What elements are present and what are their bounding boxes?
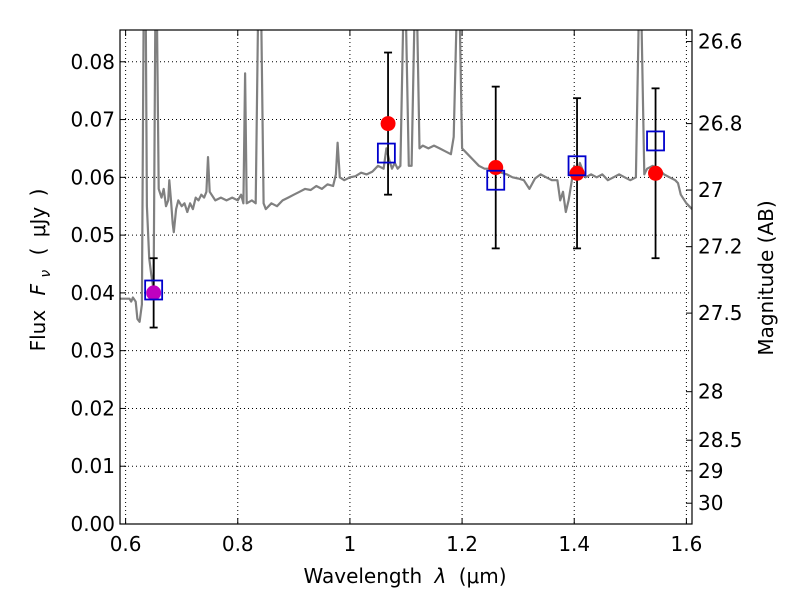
y-tick-label: 0.06	[70, 165, 115, 189]
y-tick-label: 0.03	[70, 339, 115, 363]
tick-labels: 0.6 0.8 1 1.2 1.4 1.6 0.00 0.01 0.02 0.03 0.04 0.05…	[70, 30, 742, 556]
x-tick-label: 1.2	[446, 532, 478, 556]
y-tick-label: 0.01	[70, 454, 115, 478]
y2-tick-label: 30	[698, 491, 723, 515]
y2-tick-label: 29	[698, 459, 723, 483]
y2-axis-label: Magnitude (AB)	[754, 200, 778, 355]
y-tick-label: 0.02	[70, 396, 115, 420]
y-tick-label: 0.07	[70, 108, 115, 132]
data-points	[144, 51, 665, 329]
observed-point	[648, 165, 664, 181]
model-square	[567, 155, 587, 177]
y2-tick-label: 27	[698, 178, 723, 202]
axis-ticks	[120, 30, 692, 525]
y2-tick-label: 28	[698, 380, 723, 404]
x-tick-label: 1.6	[670, 532, 702, 556]
observed-point	[488, 160, 504, 176]
y-axis-label: Flux F ν ( μJy )	[26, 189, 55, 352]
x-tick-label: 1	[344, 532, 357, 556]
x-tick-label: 0.8	[222, 532, 254, 556]
y2-tick-label: 26.8	[698, 112, 743, 136]
model-square	[486, 169, 506, 191]
x-tick-label: 0.6	[110, 532, 142, 556]
y-tick-label: 0.05	[70, 223, 115, 247]
y-tick-label: 0.04	[70, 281, 115, 305]
y2-tick-label: 27.2	[698, 235, 743, 259]
plot-frame	[119, 29, 693, 525]
x-axis-label: Wavelength λ (μm)	[303, 564, 506, 588]
y2-tick-label: 27.5	[698, 301, 743, 325]
y-tick-label: 0.00	[70, 512, 115, 536]
observed-point	[146, 285, 162, 301]
observed-point	[380, 116, 396, 132]
x-tick-label: 1.4	[558, 532, 590, 556]
model-square	[376, 142, 396, 164]
gridlines	[120, 30, 692, 524]
y2-tick-label: 26.6	[698, 30, 743, 54]
spectrum-series	[120, 30, 692, 323]
observed-point	[569, 165, 585, 181]
model-square	[646, 130, 665, 152]
y2-tick-label: 28.5	[698, 428, 743, 452]
y-tick-label: 0.08	[70, 50, 115, 74]
model-square	[144, 279, 164, 301]
spectrum-line	[120, 30, 692, 323]
